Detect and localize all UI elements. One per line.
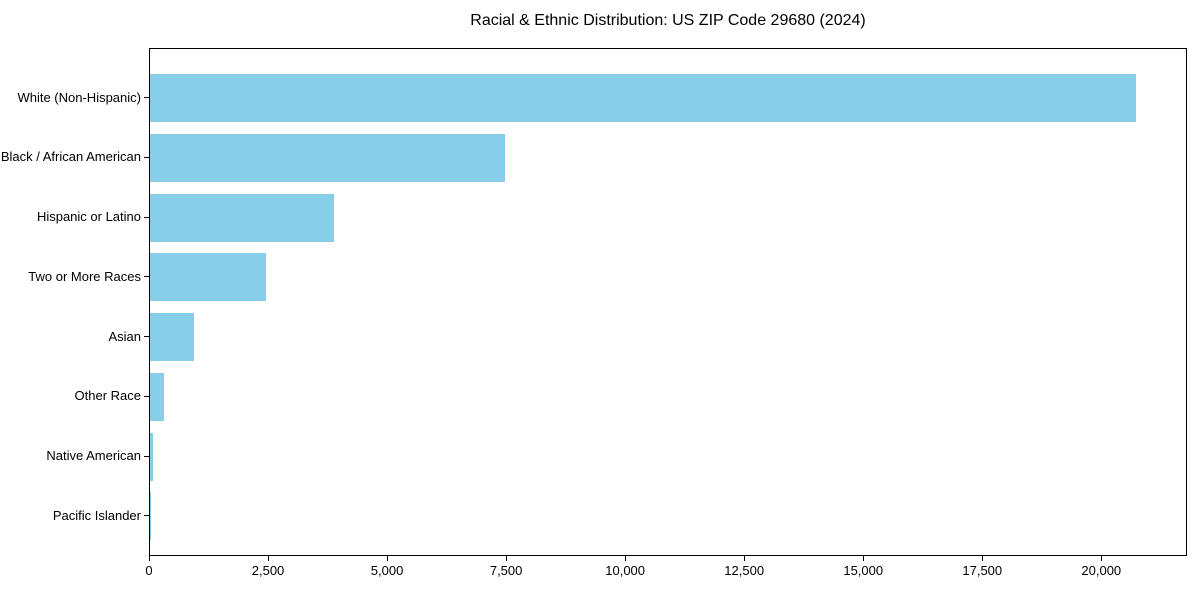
x-tick-label: 5,000 [370,563,404,578]
bar-pacific-islander [150,492,151,541]
y-tick-mark [144,156,149,158]
x-tick-label: 20,000 [1081,563,1122,578]
x-tick-label: 12,500 [724,563,765,578]
y-tick-mark [144,515,149,517]
y-tick-label: Asian [108,328,141,344]
bar-hispanic-or-latino [150,193,334,242]
bar-two-or-more-races [150,253,266,302]
chart-title: Racial & Ethnic Distribution: US ZIP Cod… [470,12,866,29]
x-tick-label: 2,500 [251,563,285,578]
x-tick-mark [982,556,984,561]
bar-other-race [150,372,164,421]
x-tick-mark [744,556,746,561]
y-tick-label: Native American [46,448,141,464]
x-tick-mark [387,556,389,561]
bar-native-american [150,432,153,481]
y-tick-mark [144,395,149,397]
y-tick-mark [144,455,149,457]
y-tick-label: Other Race [74,388,141,404]
y-tick-label: Two or More Races [28,268,141,284]
x-tick-label: 10,000 [605,563,646,578]
y-tick-label: White (Non-Hispanic) [17,89,141,105]
x-tick-label: 0 [145,563,153,578]
x-tick-mark [1101,556,1103,561]
x-tick-label: 15,000 [843,563,884,578]
y-tick-mark [144,97,149,98]
y-tick-mark [144,336,149,338]
y-tick-mark [144,216,149,218]
x-tick-mark [863,556,865,561]
y-tick-label: Hispanic or Latino [36,209,141,225]
bar-white-non-hispanic [150,74,1136,122]
bar-asian [150,313,194,362]
plot-area [149,48,1187,556]
x-tick-mark [506,556,508,561]
x-tick-mark [149,556,150,561]
bar-black-african-american [150,133,505,182]
y-tick-label: Pacific Islander [52,507,141,523]
y-tick-mark [144,276,149,278]
x-tick-label: 17,500 [962,563,1003,578]
x-tick-mark [268,556,270,561]
y-tick-label: Black / African American [0,149,141,165]
x-tick-mark [625,556,627,561]
x-tick-label: 7,500 [489,563,523,578]
